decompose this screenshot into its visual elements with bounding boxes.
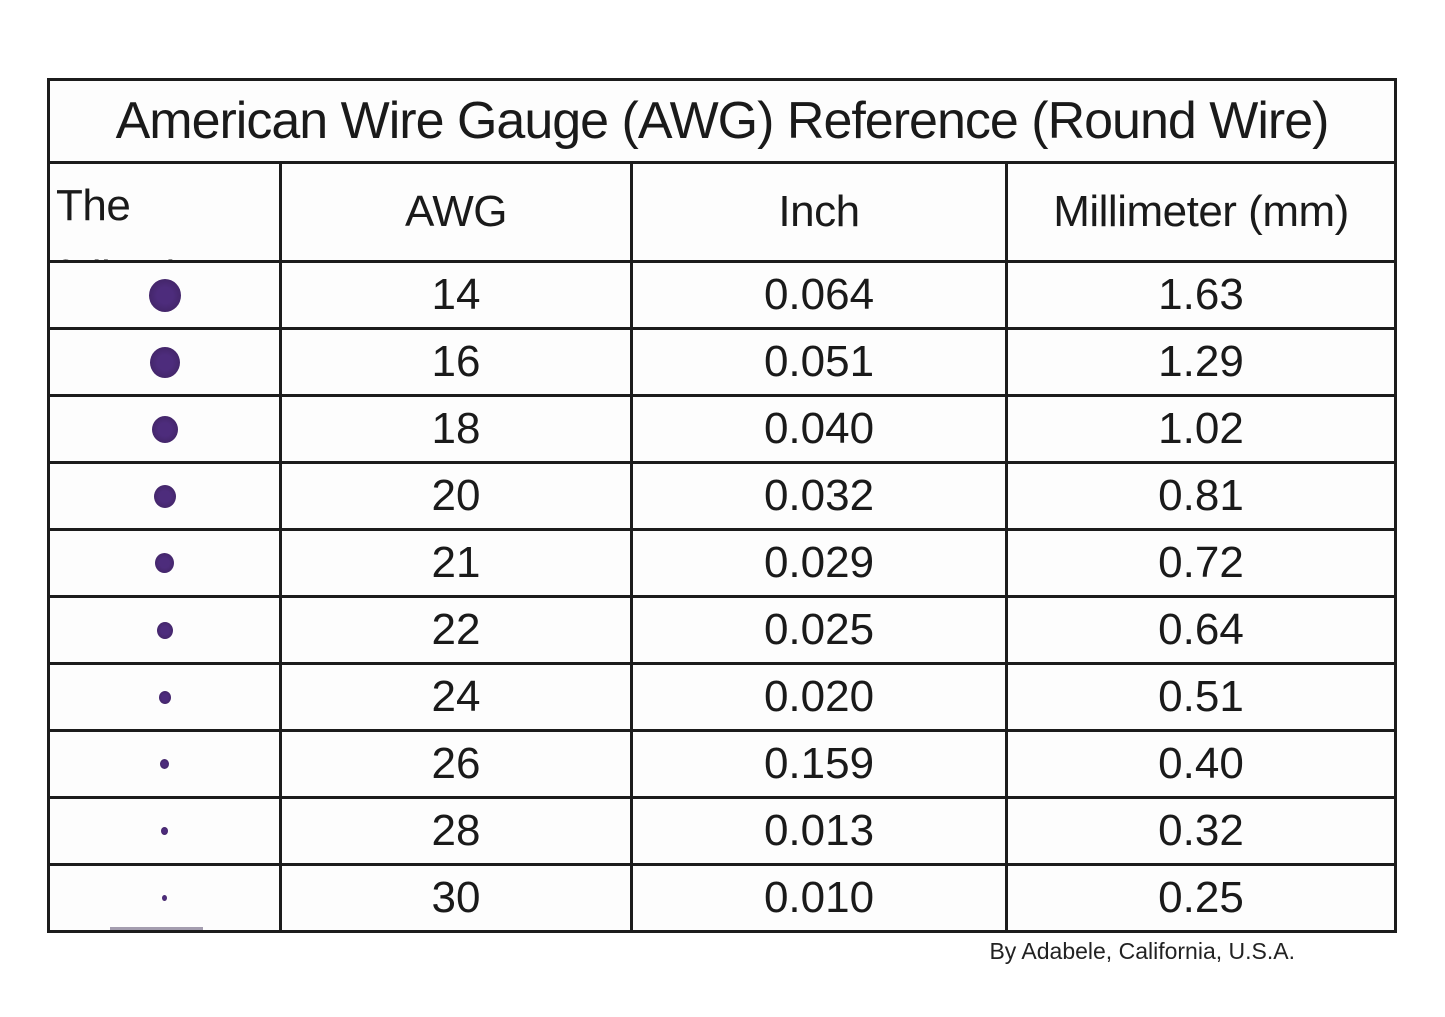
inch-value: 0.159	[633, 732, 1008, 796]
awg-value: 24	[282, 665, 633, 729]
table-row: 24 0.020 0.51	[50, 665, 1394, 732]
wire-diameter-dot	[155, 553, 174, 573]
mm-value: 0.72	[1158, 538, 1244, 587]
mm-value: 1.29	[1158, 337, 1244, 386]
wire-size-dot-cell	[50, 263, 282, 327]
wire-size-dot-cell	[50, 665, 282, 729]
wire-diameter-dot	[158, 690, 171, 704]
attribution-text: By Adabele, California, U.S.A.	[989, 938, 1295, 964]
awg-value: 18	[282, 397, 633, 461]
inch-value: 0.020	[633, 665, 1008, 729]
table-row: 20 0.032 0.81	[50, 464, 1394, 531]
wire-size-dot-cell	[50, 799, 282, 863]
awg-value: 22	[282, 598, 633, 662]
mm-value: 0.25	[1158, 873, 1244, 922]
table-row: 26 0.159 0.40	[50, 732, 1394, 799]
table-row: 16 0.051 1.29	[50, 330, 1394, 397]
table-header-row: The following may be enlarged and scaled…	[50, 164, 1394, 263]
inch-value: 0.040	[633, 397, 1008, 461]
awg-value: 30	[282, 866, 633, 930]
wire-diameter-dot	[160, 759, 169, 769]
wire-diameter-dot	[153, 484, 176, 508]
col-header-awg: AWG	[282, 164, 633, 260]
wire-size-dot-cell	[50, 531, 282, 595]
wire-size-dot-cell	[50, 598, 282, 662]
inch-value: 0.029	[633, 531, 1008, 595]
wire-diameter-dot	[149, 346, 180, 378]
table-title: American Wire Gauge (AWG) Reference (Rou…	[115, 92, 1330, 150]
wire-diameter-dot	[151, 415, 178, 443]
awg-value: 21	[282, 531, 633, 595]
table-row: 14 0.064 1.63	[50, 263, 1394, 330]
table-body: 14 0.064 1.63 16 0.051 1.29 18 0.040 1.0…	[50, 263, 1394, 930]
awg-value: 14	[282, 263, 633, 327]
mm-value: 0.51	[1158, 672, 1244, 721]
awg-value: 20	[282, 464, 633, 528]
mm-value: 1.63	[1158, 270, 1244, 319]
col-header-inch: Inch	[633, 164, 1008, 260]
inch-value: 0.010	[633, 866, 1008, 930]
mm-value: 0.40	[1158, 739, 1244, 788]
wire-diameter-dot	[161, 827, 168, 835]
mm-value: 0.32	[1158, 806, 1244, 855]
table-title-row: American Wire Gauge (AWG) Reference (Rou…	[50, 81, 1394, 164]
wire-diameter-dot	[156, 621, 173, 639]
inch-value: 0.032	[633, 464, 1008, 528]
wire-size-dot-cell	[50, 866, 282, 930]
dot-underline	[109, 927, 204, 930]
col-header-millimeter: Millimeter (mm)	[1053, 187, 1349, 236]
wire-size-dot-cell	[50, 732, 282, 796]
mm-value: 0.64	[1158, 605, 1244, 654]
mm-value: 0.81	[1158, 471, 1244, 520]
awg-value: 16	[282, 330, 633, 394]
table-row: 21 0.029 0.72	[50, 531, 1394, 598]
note-cell: The following may be enlarged and scaled…	[50, 164, 282, 260]
note-text: The following may be enlarged and scaled…	[56, 181, 223, 260]
inch-value: 0.064	[633, 263, 1008, 327]
awg-value: 28	[282, 799, 633, 863]
inch-value: 0.013	[633, 799, 1008, 863]
wire-size-dot-cell	[50, 464, 282, 528]
inch-value: 0.051	[633, 330, 1008, 394]
table-row: 28 0.013 0.32	[50, 799, 1394, 866]
wire-size-dot-cell	[50, 397, 282, 461]
awg-reference-table: American Wire Gauge (AWG) Reference (Rou…	[47, 78, 1397, 933]
table-row: 30 0.010 0.25	[50, 866, 1394, 930]
wire-size-dot-cell	[50, 330, 282, 394]
wire-diameter-dot	[148, 278, 181, 312]
table-row: 18 0.040 1.02	[50, 397, 1394, 464]
wire-diameter-dot	[162, 895, 167, 901]
table-row: 22 0.025 0.64	[50, 598, 1394, 665]
mm-value: 1.02	[1158, 404, 1244, 453]
awg-value: 26	[282, 732, 633, 796]
inch-value: 0.025	[633, 598, 1008, 662]
